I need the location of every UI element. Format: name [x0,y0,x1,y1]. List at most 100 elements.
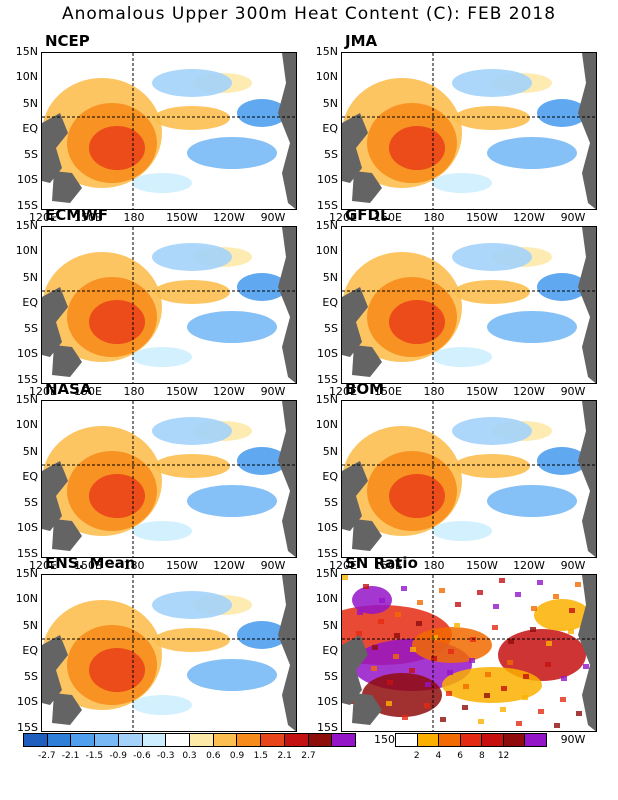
lat-tick-label: 5S [324,148,338,162]
new-guinea-land [352,171,382,203]
panel-label: NASA [45,380,92,398]
lat-tick-label: 15S [317,546,338,560]
colorbar-swatch [482,734,504,746]
colorbar-tick-label: 0.3 [182,751,197,761]
maritime-continent-land [42,461,68,531]
lat-tick-label: 5N [22,618,38,632]
lat-tick-label: 15S [17,372,38,386]
lat-tick-label: 10S [317,347,338,361]
new-guinea-land [352,519,382,551]
lon-tick-label: 150W [166,559,198,572]
lat-tick-label: 10S [17,521,38,535]
anomaly-field [342,243,587,367]
map-panel [41,226,297,384]
colorbar-swatch [190,734,214,746]
americas-land [278,227,296,383]
colorbar-tick-label: -0.6 [133,751,151,761]
map-panel [41,574,297,732]
lon-tick-label: 150E [374,733,402,746]
colorbar-tick-label: 6 [457,751,464,761]
new-guinea-land [52,345,82,377]
anomaly-field [342,575,596,728]
lon-tick-label: 150W [466,559,498,572]
colorbar-swatch [439,734,461,746]
colorbar-tick-label: 0.9 [229,751,245,761]
maritime-continent-land [342,287,368,357]
new-guinea-land [352,693,382,725]
lat-tick-label: 10S [17,173,38,187]
colorbar-tick-label: -1.5 [85,751,104,761]
lon-tick-label: 180 [123,211,145,224]
lon-tick-label: 180 [123,385,145,398]
map-panel [341,226,597,384]
lon-tick-label: 120W [213,211,245,224]
lat-tick-label: 5S [24,496,38,510]
lon-tick-label: 150W [166,385,198,398]
lat-tick-label: 15N [315,45,338,58]
colorbar-swatch [118,734,143,746]
lat-tick-label: 15S [17,720,38,734]
colorbar-tick-label: 12 [497,751,510,761]
lat-tick-label: 10S [317,173,338,187]
lat-tick-label: 5S [24,670,38,684]
colorbar-swatch [525,734,547,746]
colorbar-swatch [261,734,285,746]
anomaly-field [42,417,287,541]
lat-tick-label: 10N [15,244,38,258]
maritime-continent-land [342,635,368,705]
colorbar-tick-label: -0.3 [156,751,175,761]
maritime-continent-land [42,635,68,705]
lat-tick-label: 15S [317,198,338,212]
colorbar-tick-label: 4 [435,751,442,761]
lon-tick-label: 120W [513,385,545,398]
lon-tick-label: 150E [74,559,102,572]
colorbar-swatch [503,734,526,746]
lat-tick-label: EQ [22,121,38,135]
colorbar-tick-label: -0.9 [109,751,127,761]
colorbar-tick-label: 8 [478,751,485,761]
lat-tick-label: 5S [24,148,38,162]
anomaly-field [342,417,587,541]
lon-tick-label: 120E [29,385,57,398]
lat-tick-label: EQ [322,121,338,135]
lat-tick-label: 5S [324,496,338,510]
colorbar-tick-label: 0.6 [206,751,221,761]
colorbar-tick-label: 2 [413,751,420,761]
lat-tick-label: EQ [22,469,38,483]
lon-tick-label: 150W [166,211,198,224]
lon-tick-label: 180 [423,385,445,398]
lon-tick-label: 180 [423,559,445,572]
colorbar-swatch [47,734,72,746]
colorbar-tick-label: 2.1 [277,751,292,761]
anomaly-field [42,69,287,193]
map-panel [341,574,597,732]
lat-tick-label: 15N [315,567,338,580]
lat-tick-label: 10S [317,521,338,535]
lon-tick-label: 120E [329,211,357,224]
lon-tick-label: 120E [329,385,357,398]
map-panel [341,400,597,558]
lat-tick-label: 10N [315,592,338,606]
lat-tick-label: 10N [15,70,38,84]
lat-tick-label: 15N [15,393,38,406]
colorbar-swatch [95,734,119,746]
lon-tick-label: 120E [329,559,357,572]
lat-tick-label: 10N [315,70,338,84]
lat-tick-label: 5N [22,444,38,458]
colorbar-swatch [166,734,191,746]
lon-tick-label: 150E [374,559,402,572]
lon-tick-label: 150E [374,385,402,398]
lat-tick-label: 15S [17,198,38,212]
new-guinea-land [352,345,382,377]
lat-tick-label: 5S [324,322,338,336]
map-panel [41,52,297,210]
colorbar-swatch [237,734,262,746]
lat-tick-label: 10N [315,244,338,258]
lat-tick-label: 5N [322,270,338,284]
colorbar-tick-label: -2.1 [61,751,80,761]
panel-label: BOM [345,380,385,398]
maritime-continent-land [42,287,68,357]
colorbar-swatch [284,734,309,746]
lat-tick-label: 15S [17,546,38,560]
colorbar-swatch [396,734,418,746]
